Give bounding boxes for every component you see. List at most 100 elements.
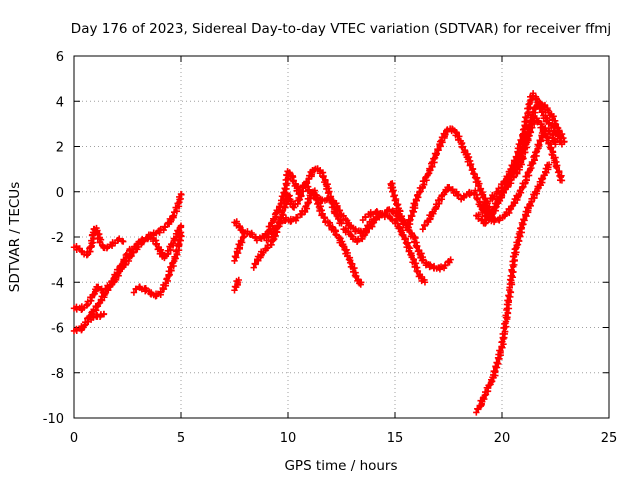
data-point (345, 256, 353, 263)
data-point (507, 272, 515, 280)
series-s17 (481, 90, 566, 208)
data-point (467, 162, 474, 169)
data-point (157, 225, 164, 233)
y-tick-label: 2 (56, 141, 64, 156)
data-point (413, 267, 420, 275)
series-s5 (130, 229, 185, 300)
data-point (553, 164, 561, 172)
data-point (132, 285, 140, 293)
data-point (552, 141, 559, 148)
data-point (530, 153, 537, 161)
data-point (424, 170, 432, 178)
data-point (231, 253, 239, 260)
x-axis-ticks: 0 5 10 15 20 25 (70, 56, 617, 446)
data-point (265, 233, 272, 241)
data-point (333, 203, 341, 211)
series-s11 (301, 179, 378, 237)
data-point (540, 126, 548, 133)
data-point (558, 141, 566, 148)
data-point (157, 289, 164, 296)
data-point (177, 222, 185, 229)
data-point (90, 314, 97, 321)
data-point (421, 279, 429, 286)
data-point (122, 251, 130, 259)
data-point (492, 204, 499, 211)
data-point (311, 187, 319, 194)
series-s8 (231, 218, 247, 236)
data-point (558, 177, 566, 184)
data-point (152, 240, 159, 248)
series-s2 (70, 190, 185, 335)
data-point (519, 131, 526, 139)
series-s19 (473, 161, 553, 416)
x-tick-label: 0 (70, 431, 78, 446)
data-point (538, 176, 546, 183)
y-tick-label: 6 (56, 50, 64, 65)
chart-title: Day 176 of 2023, Sidereal Day-to-day VTE… (71, 21, 611, 37)
data-point (263, 245, 271, 252)
y-axis-title: SDTVAR / TECUs (7, 182, 23, 292)
data-point (371, 216, 378, 224)
data-point (517, 136, 524, 144)
data-point (279, 207, 286, 215)
data-point (289, 177, 296, 184)
data-point (251, 260, 258, 267)
data-point (512, 153, 520, 160)
data-point (120, 238, 127, 245)
data-point (351, 272, 359, 279)
y-tick-label: -4 (51, 276, 64, 291)
data-point (289, 216, 297, 223)
data-point (545, 161, 553, 168)
data-point (419, 225, 427, 233)
data-point (484, 210, 491, 217)
data-point (554, 169, 562, 176)
data-point (482, 220, 489, 227)
data-point (475, 182, 482, 189)
data-point (415, 246, 423, 254)
data-point (100, 310, 108, 318)
series-s10 (263, 187, 365, 288)
data-point (442, 261, 449, 269)
data-point (280, 189, 287, 196)
data-point (445, 184, 453, 191)
data-point (400, 231, 407, 239)
data-point (235, 276, 242, 284)
data-point (249, 231, 256, 238)
data-point (484, 198, 491, 205)
data-point (468, 166, 476, 174)
data-point (99, 289, 107, 296)
data-point (319, 173, 326, 180)
data-point (458, 143, 465, 150)
data-point (401, 236, 408, 243)
data-point (95, 300, 102, 307)
data-point (73, 246, 80, 253)
data-point (326, 195, 333, 202)
data-point (519, 126, 527, 133)
data-point (95, 283, 102, 290)
series-s3 (70, 222, 185, 314)
data-point (434, 145, 441, 153)
data-point (357, 281, 364, 288)
x-tick-label: 15 (387, 431, 404, 446)
data-point (339, 242, 347, 250)
series-s14 (387, 125, 498, 229)
y-tick-label: 4 (56, 95, 64, 110)
data-point (297, 210, 305, 218)
y-tick-label: -2 (51, 231, 64, 246)
data-point (239, 229, 247, 236)
data-point (498, 339, 505, 346)
data-point (294, 214, 301, 221)
data-point (539, 175, 547, 182)
data-point (374, 209, 381, 216)
data-point (474, 405, 481, 412)
data-point (177, 190, 185, 198)
data-point (520, 216, 527, 223)
data-point (538, 108, 546, 116)
data-point (421, 221, 428, 229)
data-point (177, 229, 185, 236)
series-s7 (231, 276, 242, 294)
data-point (103, 285, 110, 292)
data-point (411, 200, 419, 208)
data-point (545, 127, 552, 135)
